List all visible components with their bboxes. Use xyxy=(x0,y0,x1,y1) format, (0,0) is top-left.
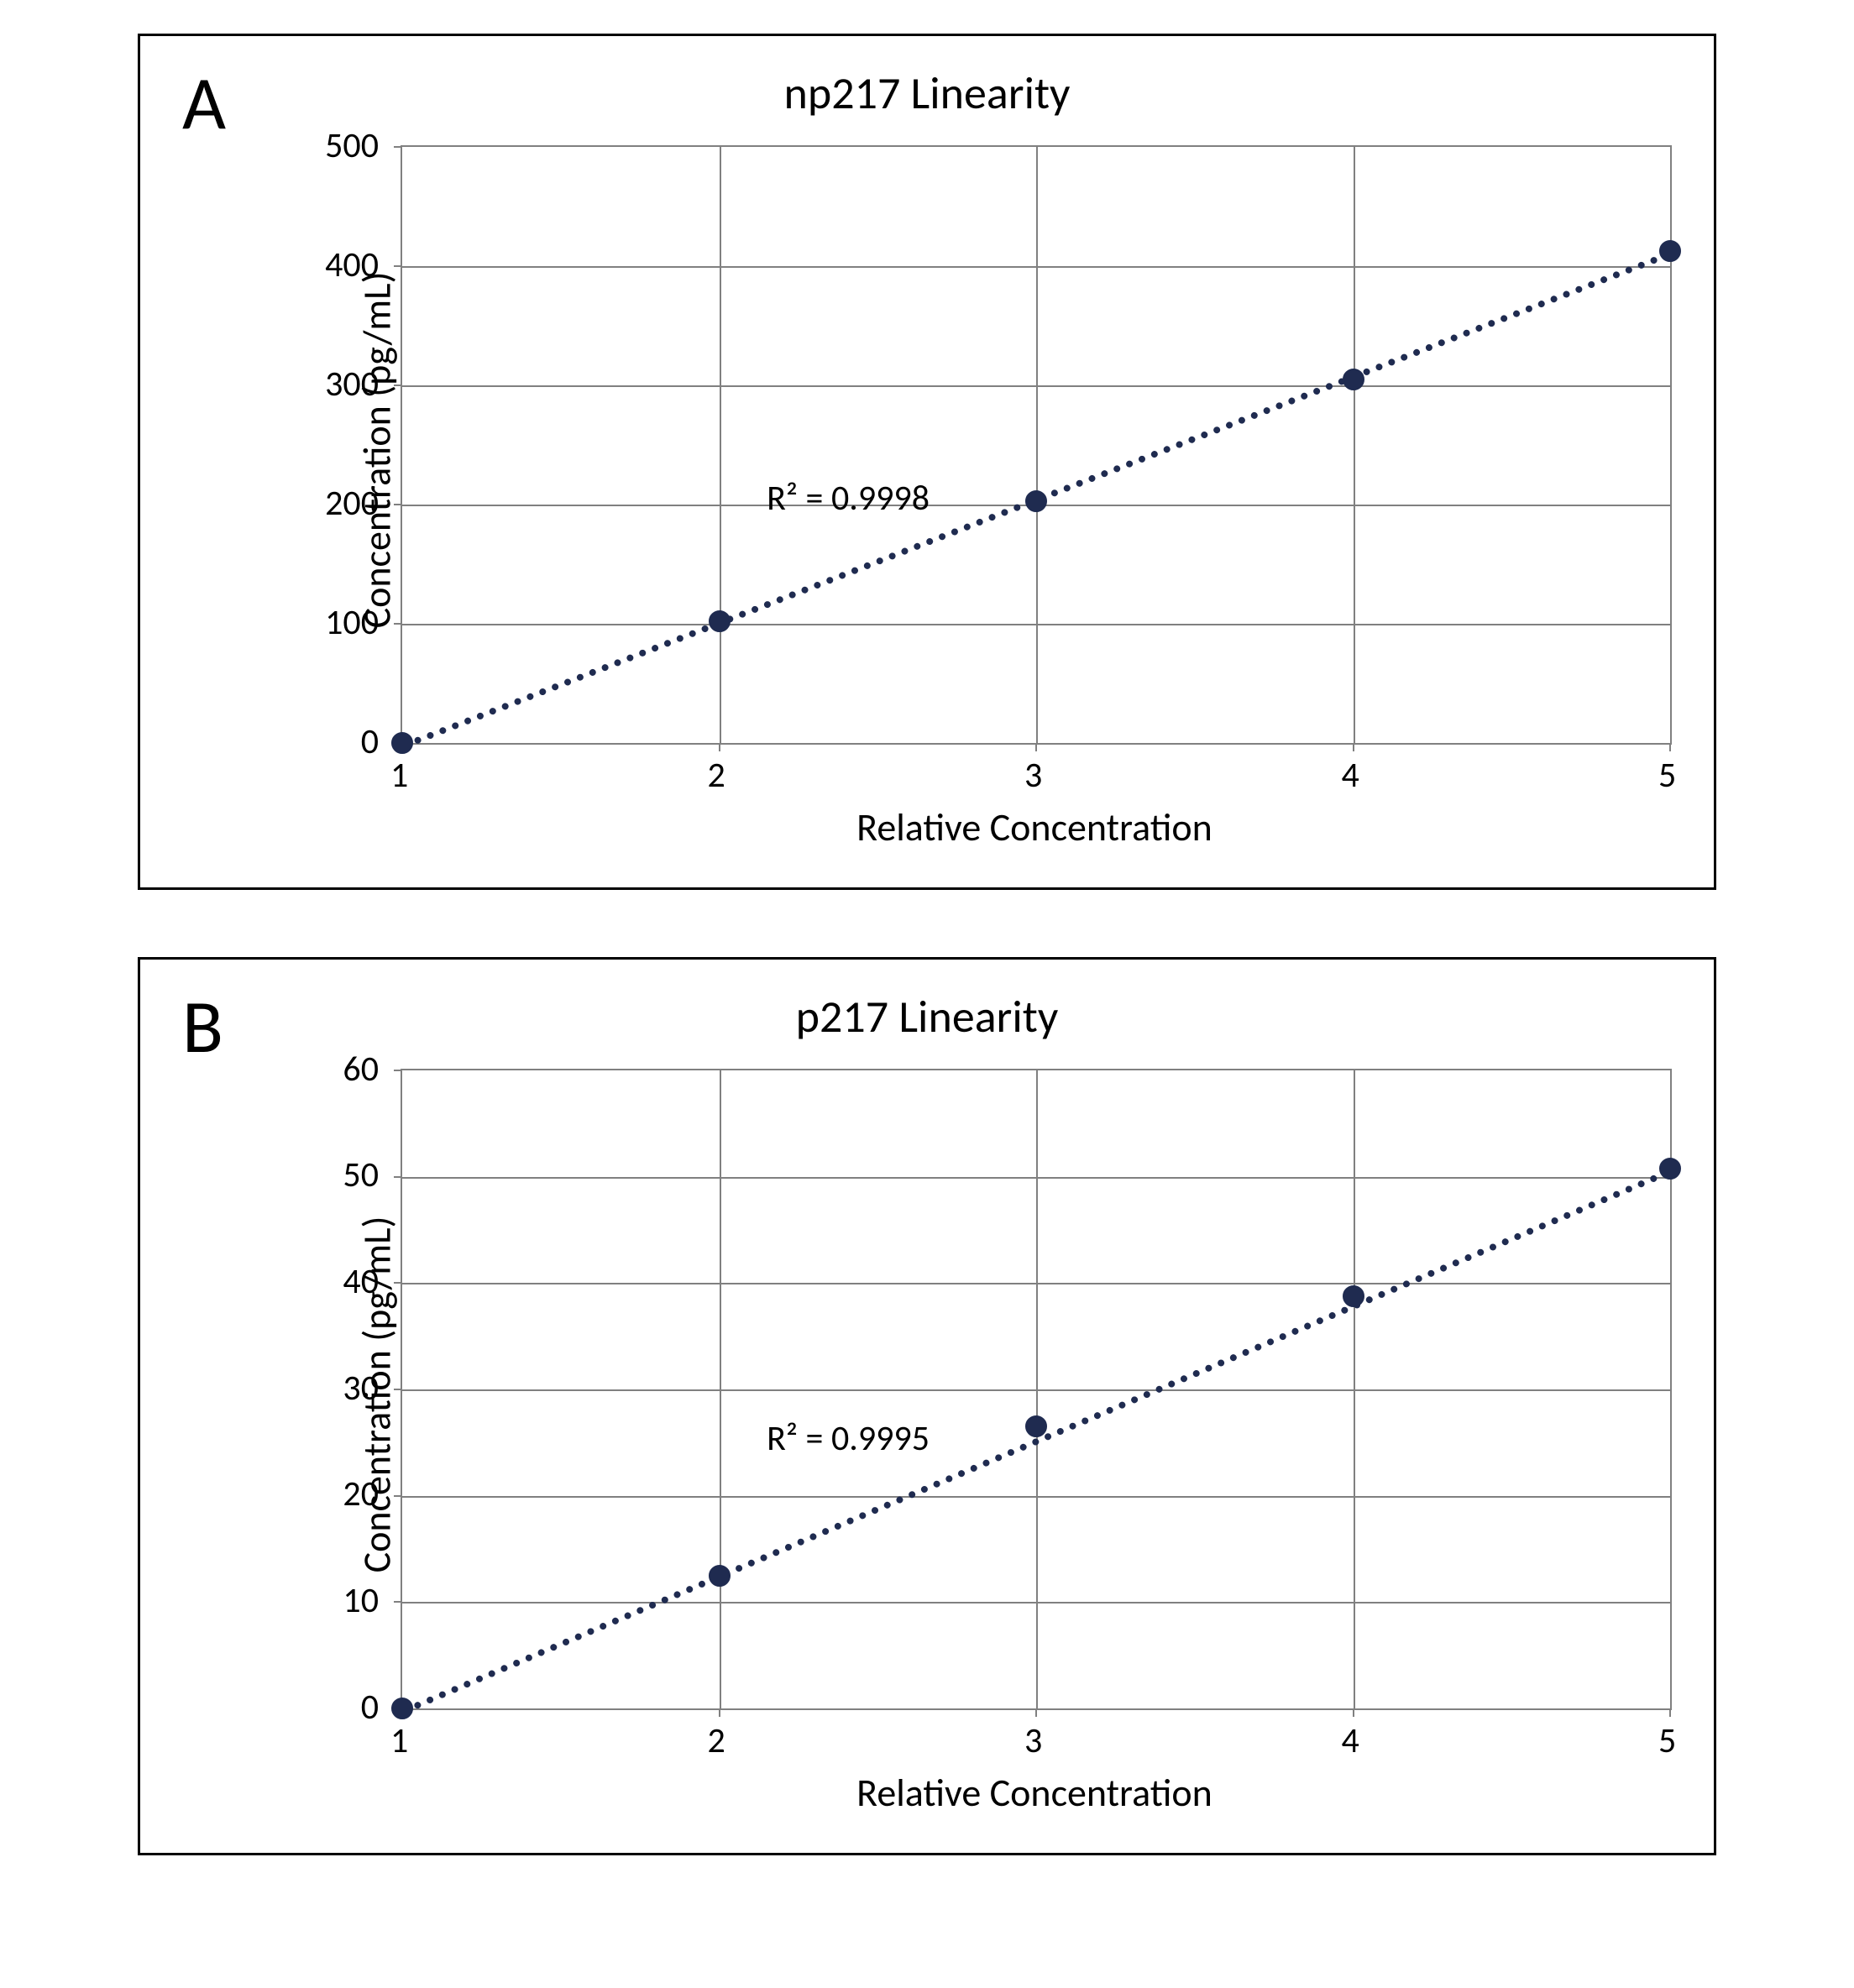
x-tick-label: 4 xyxy=(1342,1719,1359,1762)
gridline-h xyxy=(402,266,1670,268)
y-tick-label: 500 xyxy=(325,124,379,167)
gridline-h xyxy=(402,1496,1670,1498)
y-tick-label: 0 xyxy=(361,1686,379,1729)
chart-title-a: np217 Linearity xyxy=(140,65,1714,121)
x-tick-label: 3 xyxy=(1024,754,1042,797)
x-tick-label: 2 xyxy=(708,1719,725,1762)
x-tick-mark xyxy=(719,743,720,751)
y-tick-mark xyxy=(394,1176,402,1178)
x-axis-label-a: Relative Concentration xyxy=(401,804,1668,851)
x-tick-mark xyxy=(1669,743,1671,751)
data-marker xyxy=(1659,240,1681,262)
gridline-v xyxy=(1036,147,1038,743)
gridline-v xyxy=(1354,147,1355,743)
x-tick-label: 1 xyxy=(390,1719,408,1762)
x-tick-mark xyxy=(1353,1708,1354,1717)
x-axis-label-b: Relative Concentration xyxy=(401,1770,1668,1817)
data-marker xyxy=(1343,1285,1364,1307)
gridline-h xyxy=(402,1177,1670,1179)
x-tick-mark xyxy=(1035,743,1037,751)
x-tick-label: 3 xyxy=(1024,1719,1042,1762)
x-tick-mark xyxy=(1353,743,1354,751)
data-marker xyxy=(709,610,731,632)
data-marker xyxy=(1343,369,1364,390)
y-tick-label: 0 xyxy=(361,720,379,763)
x-tick-label: 1 xyxy=(390,754,408,797)
data-marker xyxy=(391,732,413,754)
y-tick-mark xyxy=(394,265,402,267)
y-tick-mark xyxy=(394,146,402,148)
gridline-h xyxy=(402,624,1670,625)
data-marker xyxy=(709,1565,731,1587)
y-tick-label: 50 xyxy=(343,1154,379,1196)
x-tick-mark xyxy=(719,1708,720,1717)
chart-title-b: p217 Linearity xyxy=(140,989,1714,1044)
y-tick-mark xyxy=(394,1070,402,1071)
y-tick-label: 10 xyxy=(343,1579,379,1622)
x-tick-label: 5 xyxy=(1658,754,1676,797)
x-tick-label: 5 xyxy=(1658,1719,1676,1762)
plot-area-a: R² = 0.9998 xyxy=(401,145,1672,745)
gridline-h xyxy=(402,1602,1670,1603)
x-tick-mark xyxy=(1035,1708,1037,1717)
data-marker xyxy=(391,1698,413,1719)
data-marker xyxy=(1025,1415,1047,1437)
y-tick-mark xyxy=(394,1601,402,1603)
panel-b: Bp217 LinearityR² = 0.999512345010203040… xyxy=(138,957,1716,1855)
r-squared-annotation-a: R² = 0.9998 xyxy=(767,477,930,520)
data-marker xyxy=(1659,1158,1681,1180)
gridline-h xyxy=(402,385,1670,387)
data-marker xyxy=(1025,490,1047,512)
r-squared-annotation-b: R² = 0.9995 xyxy=(767,1417,930,1460)
plot-area-b: R² = 0.9995 xyxy=(401,1069,1672,1710)
gridline-h xyxy=(402,1389,1670,1391)
y-axis-label-a: Concentration (pg/mL) xyxy=(354,272,401,629)
y-axis-label-b: Concentration (pg/mL) xyxy=(354,1216,401,1573)
gridline-v xyxy=(720,147,721,743)
gridline-h xyxy=(402,1283,1670,1284)
y-tick-label: 60 xyxy=(343,1048,379,1091)
x-tick-label: 2 xyxy=(708,754,725,797)
panel-a: Anp217 LinearityR² = 0.99981234501002003… xyxy=(138,34,1716,890)
x-tick-mark xyxy=(1669,1708,1671,1717)
x-tick-label: 4 xyxy=(1342,754,1359,797)
